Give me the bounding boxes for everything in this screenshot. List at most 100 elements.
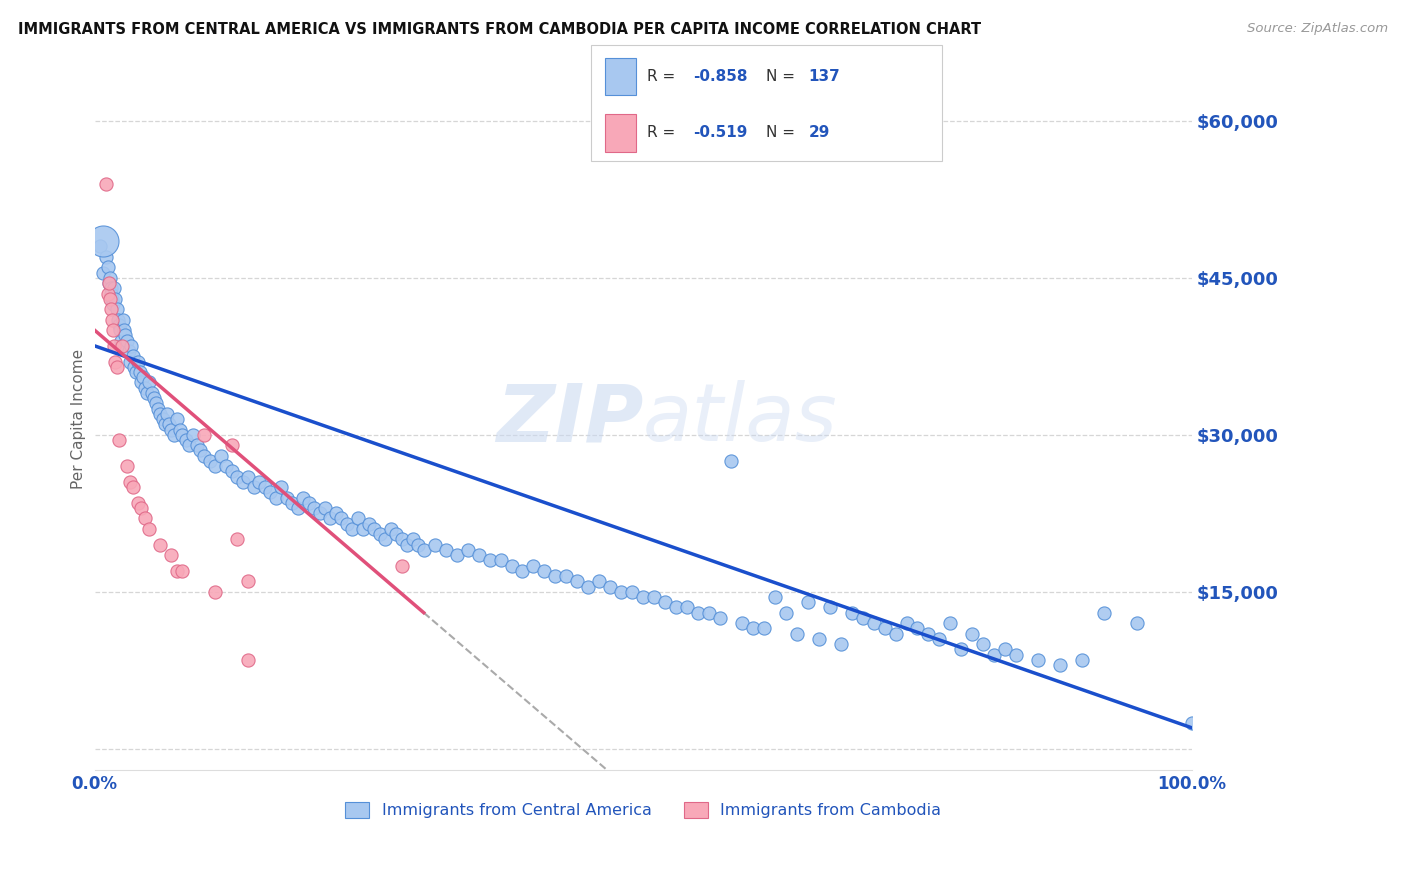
Point [193, 449, 215, 463]
Point [342, 522, 364, 536]
Point [107, 318, 129, 332]
Point [238, 574, 260, 589]
Point [588, 574, 610, 589]
Point [114, 328, 136, 343]
Point [276, 491, 298, 505]
Point [1092, 606, 1115, 620]
Point [110, 334, 132, 348]
Point [103, 297, 125, 311]
Point [232, 475, 254, 489]
Point [567, 574, 589, 589]
Point [112, 312, 135, 326]
Point [391, 558, 413, 573]
Point [544, 569, 567, 583]
Point [117, 344, 139, 359]
Text: -0.519: -0.519 [693, 126, 748, 140]
Point [129, 376, 152, 390]
Point [676, 600, 699, 615]
Point [160, 548, 183, 562]
Point [103, 323, 125, 337]
Point [127, 496, 149, 510]
Point [117, 459, 139, 474]
Point [841, 606, 863, 620]
Point [308, 506, 330, 520]
Point [148, 401, 170, 416]
Point [101, 292, 124, 306]
Point [533, 564, 555, 578]
Point [363, 522, 385, 536]
Point [522, 558, 544, 573]
Point [368, 527, 391, 541]
Point [319, 511, 342, 525]
Point [457, 542, 479, 557]
Point [204, 459, 226, 474]
Point [111, 339, 134, 353]
Point [352, 522, 374, 536]
Point [862, 616, 884, 631]
Point [325, 506, 347, 520]
Point [1005, 648, 1028, 662]
Point [125, 365, 148, 379]
Point [204, 584, 226, 599]
Y-axis label: Per Capita Income: Per Capita Income [72, 349, 86, 489]
Point [104, 354, 127, 368]
Point [1126, 616, 1149, 631]
Point [100, 281, 122, 295]
Point [391, 533, 413, 547]
Point [336, 516, 359, 531]
Point [972, 637, 994, 651]
Point [98, 270, 121, 285]
Point [281, 496, 304, 510]
Point [111, 339, 134, 353]
Point [786, 626, 808, 640]
Point [127, 354, 149, 368]
Point [599, 580, 621, 594]
Point [166, 412, 188, 426]
Point [209, 449, 232, 463]
Point [654, 595, 676, 609]
Point [406, 538, 429, 552]
Point [198, 454, 221, 468]
Point [917, 626, 939, 640]
Point [396, 538, 419, 552]
Point [177, 438, 200, 452]
Point [100, 302, 122, 317]
Point [818, 600, 841, 615]
Point [169, 423, 191, 437]
Point [122, 359, 145, 374]
Point [467, 548, 489, 562]
Text: R =: R = [647, 126, 681, 140]
Point [741, 621, 763, 635]
Point [962, 626, 984, 640]
Point [314, 501, 336, 516]
Point [226, 533, 249, 547]
Point [221, 464, 243, 478]
Point [142, 391, 165, 405]
Point [907, 621, 929, 635]
Point [134, 511, 156, 525]
Point [156, 407, 179, 421]
Point [302, 501, 325, 516]
Point [621, 584, 644, 599]
Point [122, 349, 145, 363]
Point [112, 323, 135, 337]
Point [631, 590, 654, 604]
Legend: Immigrants from Central America, Immigrants from Cambodia: Immigrants from Central America, Immigra… [339, 796, 948, 825]
Point [100, 286, 122, 301]
Point [576, 580, 599, 594]
Point [1049, 658, 1071, 673]
Point [186, 438, 208, 452]
Text: Source: ZipAtlas.com: Source: ZipAtlas.com [1247, 22, 1388, 36]
Point [434, 542, 457, 557]
Point [89, 239, 111, 253]
Point [446, 548, 468, 562]
Point [247, 475, 270, 489]
Point [852, 611, 875, 625]
Text: IMMIGRANTS FROM CENTRAL AMERICA VS IMMIGRANTS FROM CAMBODIA PER CAPITA INCOME CO: IMMIGRANTS FROM CENTRAL AMERICA VS IMMIG… [18, 22, 981, 37]
Point [983, 648, 1005, 662]
Text: 137: 137 [808, 70, 841, 84]
Point [93, 266, 115, 280]
Text: 29: 29 [808, 126, 830, 140]
Point [264, 491, 287, 505]
Point [149, 538, 172, 552]
